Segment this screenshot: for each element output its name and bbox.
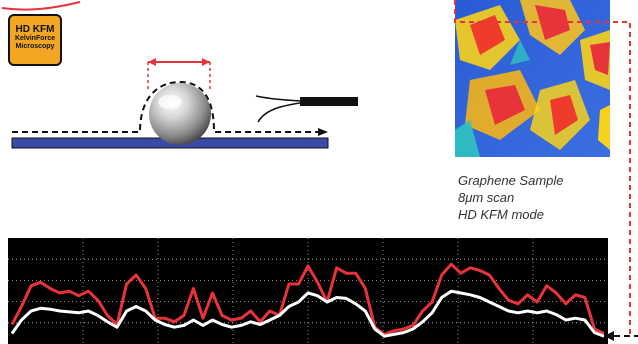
caption-line-2: 8μm scan: [458, 190, 515, 205]
badge-subtitle-2: Microscopy: [15, 43, 55, 50]
hd-kfm-badge: HD KFM KelvinForce Microscopy: [8, 14, 62, 66]
measurement-arrow-icon: [147, 58, 211, 90]
series-line-white: [10, 289, 605, 338]
guide-dashed-line: [454, 0, 631, 336]
cantilever-tip-icon: [255, 95, 358, 123]
potential-profile-chart: [8, 238, 608, 344]
graphene-scan-image: [455, 0, 610, 157]
caption-line-3: HD KFM mode: [458, 207, 544, 222]
sample-caption: Graphene Sample 8μm scan HD KFM mode: [458, 172, 564, 223]
scan-path-dashed: [12, 80, 322, 133]
badge-title: HD KFM: [15, 24, 55, 35]
header-arrow-fragment-icon: [1, 1, 81, 11]
sphere-particle-icon: [149, 83, 211, 145]
caption-line-1: Graphene Sample: [458, 173, 564, 188]
badge-subtitle-1: KelvinForce: [14, 35, 56, 42]
chart-tail-arrow-icon: [604, 331, 614, 341]
scan-direction-arrow-icon: [318, 128, 328, 136]
series-line-red: [10, 262, 605, 336]
